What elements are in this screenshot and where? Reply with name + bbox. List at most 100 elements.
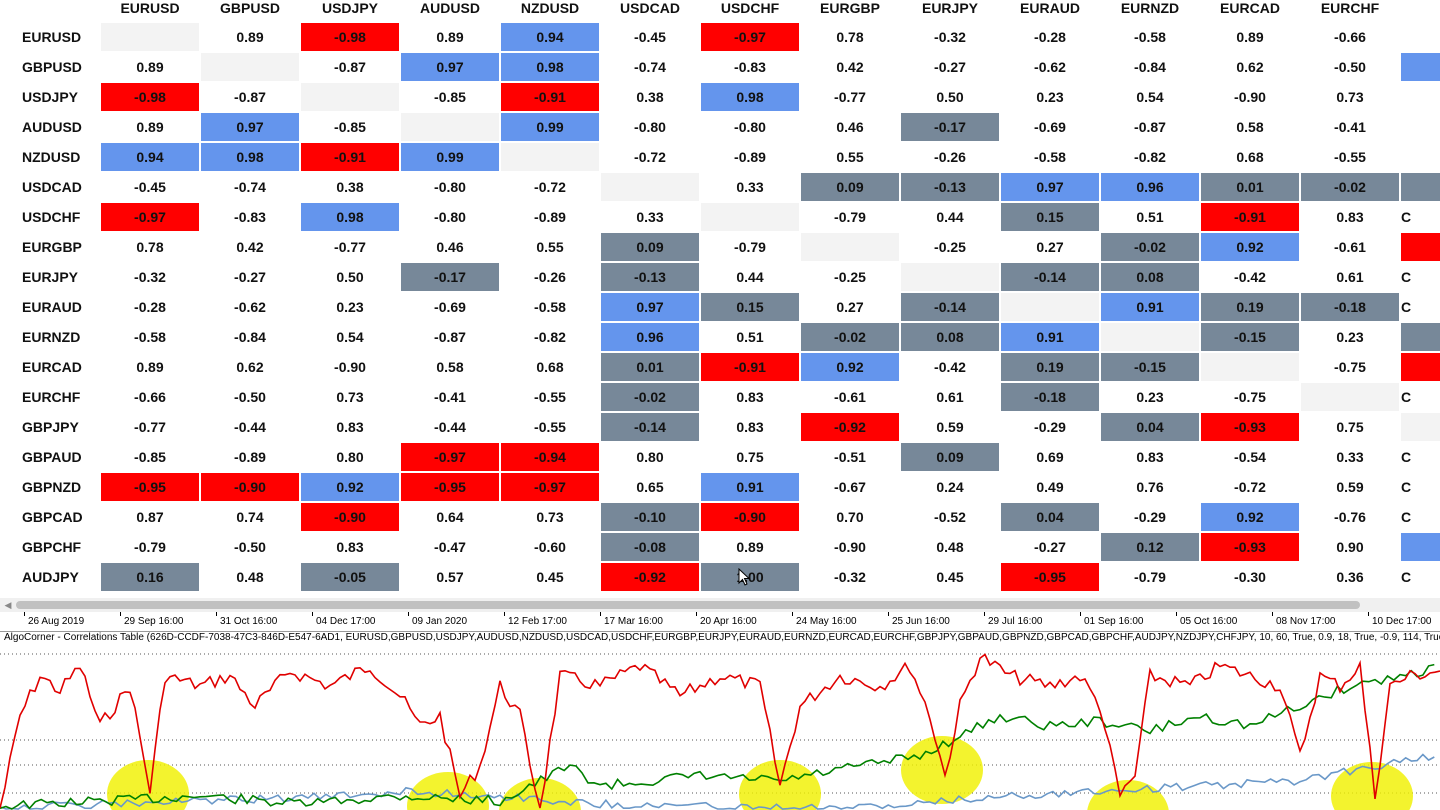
correlation-cell: -0.79 xyxy=(734,239,766,255)
correlation-cell: 0.42 xyxy=(236,239,264,255)
correlation-cell: 0.54 xyxy=(1136,89,1164,105)
correlation-cell: 0.55 xyxy=(836,149,864,165)
correlation-cell: -0.27 xyxy=(1034,539,1066,555)
correlation-cell xyxy=(401,113,499,141)
correlation-cell: 0.98 xyxy=(201,143,299,171)
row-header-eurnzd: EURNZD xyxy=(22,329,81,345)
horizontal-scrollbar[interactable]: ◀ xyxy=(0,598,1440,612)
row-header-audusd: AUDUSD xyxy=(22,119,82,135)
correlation-cell: 0.73 xyxy=(336,389,364,405)
correlation-cell: -0.90 xyxy=(334,359,366,375)
correlation-cell xyxy=(501,143,599,171)
correlation-cell: 0.24 xyxy=(936,479,964,495)
time-axis-label: 26 Aug 2019 xyxy=(28,616,85,627)
correlation-cell: 0.33 xyxy=(1336,449,1364,465)
correlation-cell: -0.66 xyxy=(1334,29,1366,45)
indicator-subwindow[interactable] xyxy=(0,646,1440,810)
correlation-cell: 1.00 xyxy=(701,563,799,591)
correlation-cell: C xyxy=(1401,449,1412,465)
correlation-cell: C xyxy=(1401,389,1412,405)
correlation-cell: -0.85 xyxy=(334,119,366,135)
time-axis-tick xyxy=(216,612,217,616)
correlation-cell: 0.92 xyxy=(801,353,899,381)
correlation-cell: -0.27 xyxy=(234,269,266,285)
correlation-cell: -0.83 xyxy=(234,209,266,225)
correlation-cell xyxy=(101,23,199,51)
correlation-cell: 0.16 xyxy=(101,563,199,591)
column-header-eurcad: EURCAD xyxy=(1220,0,1280,16)
correlation-cell: 0.15 xyxy=(1001,203,1099,231)
correlation-cell: 0.48 xyxy=(236,569,264,585)
correlation-cell: -0.28 xyxy=(134,299,166,315)
correlation-matrix: EURUSD GBPUSD USDJPY AUDUSD NZDUSD USDCAD USDC… xyxy=(22,0,1440,591)
indicator-label: AlgoCorner - Correlations Table (626D-CC… xyxy=(4,632,1440,643)
time-axis-label: 17 Mar 16:00 xyxy=(604,616,663,627)
correlation-cell: -0.90 xyxy=(701,503,799,531)
column-header-usdchf: USDCHF xyxy=(720,0,780,16)
column-header-audusd: AUDUSD xyxy=(420,0,480,16)
correlation-cell: 0.12 xyxy=(1101,533,1199,561)
correlation-cell: 0.83 xyxy=(736,389,764,405)
correlation-cell: 0.99 xyxy=(401,143,499,171)
correlation-cell: 0.83 xyxy=(336,419,364,435)
correlation-cell xyxy=(201,53,299,81)
correlation-cell: -0.80 xyxy=(434,209,466,225)
correlation-cell: -0.61 xyxy=(834,389,866,405)
correlation-cell: -0.14 xyxy=(1001,263,1099,291)
time-axis-label: 31 Oct 16:00 xyxy=(220,616,278,627)
correlation-cell xyxy=(1201,353,1299,381)
correlation-cell: -0.91 xyxy=(1201,203,1299,231)
correlation-cell: 0.96 xyxy=(601,323,699,351)
scroll-left-arrow-icon[interactable]: ◀ xyxy=(4,599,12,610)
correlation-cell: 0.09 xyxy=(901,443,999,471)
green-correlation-line xyxy=(0,663,1435,810)
correlation-cell: 0.83 xyxy=(1336,209,1364,225)
correlation-cell: 0.89 xyxy=(1236,29,1264,45)
row-header-usdcad: USDCAD xyxy=(22,179,82,195)
correlation-cell: -0.77 xyxy=(834,89,866,105)
correlation-cell: -0.72 xyxy=(634,149,666,165)
correlation-cell xyxy=(1401,353,1440,381)
correlation-cell: -0.89 xyxy=(234,449,266,465)
highlight-circle xyxy=(1087,780,1169,810)
correlation-cell: 0.38 xyxy=(336,179,364,195)
correlation-cell: 0.69 xyxy=(1036,449,1064,465)
correlation-cell: -0.77 xyxy=(334,239,366,255)
correlation-cell: -0.97 xyxy=(401,443,499,471)
time-axis-label: 04 Dec 17:00 xyxy=(316,616,376,627)
column-header-eurnzd: EURNZD xyxy=(1120,0,1180,16)
correlation-cell: 0.94 xyxy=(501,23,599,51)
correlation-cell: 0.89 xyxy=(136,59,164,75)
correlation-cell: -0.84 xyxy=(1134,59,1166,75)
mouse-cursor-icon xyxy=(738,568,751,586)
correlation-cell: -0.51 xyxy=(834,449,866,465)
correlation-cell: -0.75 xyxy=(1334,359,1366,375)
column-header-usdjpy: USDJPY xyxy=(321,0,379,16)
scrollbar-thumb[interactable] xyxy=(16,601,1360,609)
column-header-euraud: EURAUD xyxy=(1020,0,1080,16)
correlation-cell: -0.66 xyxy=(134,389,166,405)
correlation-cell xyxy=(1401,173,1440,201)
correlation-cell: 0.91 xyxy=(701,473,799,501)
correlation-cell: -0.84 xyxy=(234,329,266,345)
correlation-cell: 0.44 xyxy=(936,209,964,225)
correlation-cell: -0.94 xyxy=(501,443,599,471)
correlation-cell: -0.45 xyxy=(634,29,666,45)
correlation-cell: -0.80 xyxy=(734,119,766,135)
correlation-cell: 0.98 xyxy=(501,53,599,81)
correlation-cell: 0.51 xyxy=(736,329,764,345)
correlation-cell: 0.65 xyxy=(636,479,664,495)
column-header-gb: GB xyxy=(1401,0,1440,18)
correlation-cell: 0.61 xyxy=(1336,269,1364,285)
time-axis-label: 12 Feb 17:00 xyxy=(508,616,567,627)
correlation-cell: 0.90 xyxy=(1336,539,1364,555)
correlation-cell: 0.33 xyxy=(636,209,664,225)
time-axis-tick xyxy=(792,612,793,616)
correlation-cell: -0.42 xyxy=(1234,269,1266,285)
correlation-cell: 0.19 xyxy=(1001,353,1099,381)
correlation-cell xyxy=(1001,293,1099,321)
row-header-eurcad: EURCAD xyxy=(22,359,82,375)
correlation-cell: -0.82 xyxy=(1134,149,1166,165)
column-header-nzdusd: NZDUSD xyxy=(520,0,580,16)
correlation-cell: 0.09 xyxy=(801,173,899,201)
